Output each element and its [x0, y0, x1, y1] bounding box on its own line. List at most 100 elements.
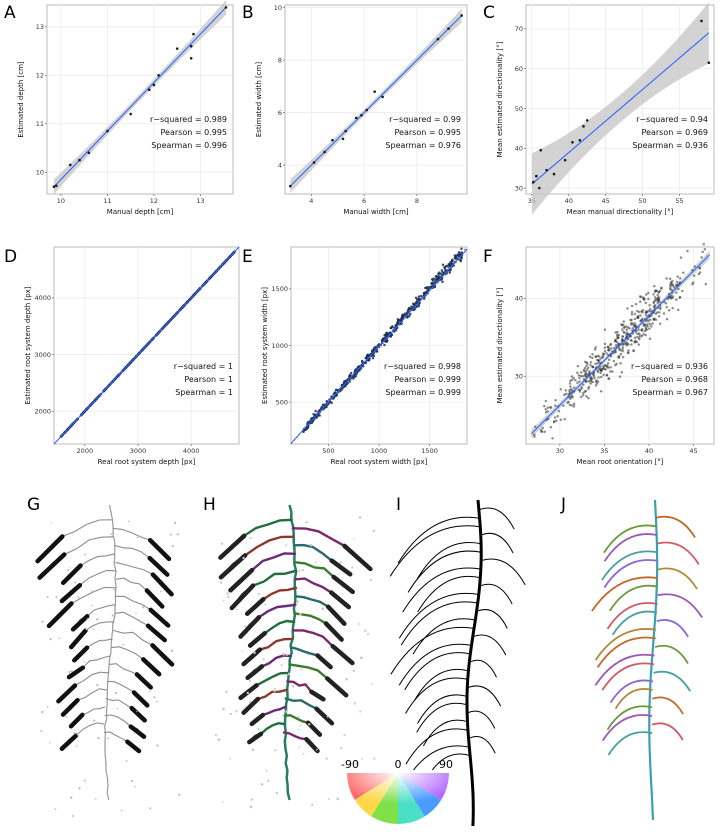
- data-point: [416, 298, 419, 301]
- data-point: [633, 317, 637, 321]
- noise-speck: [222, 599, 225, 602]
- data-point: [634, 339, 637, 343]
- root-branch: [72, 604, 116, 630]
- segment-branch: [654, 644, 689, 664]
- root-tip: [131, 690, 150, 708]
- data-point: [607, 347, 611, 350]
- segment-branch: [596, 636, 656, 668]
- data-point: [359, 367, 363, 370]
- data-point: [425, 286, 428, 290]
- skeleton-branch: [416, 542, 482, 579]
- data-point: [330, 401, 333, 405]
- y-tick-label: 12: [36, 72, 44, 80]
- data-point: [585, 368, 589, 371]
- data-point: [594, 346, 597, 349]
- data-point: [649, 307, 652, 311]
- data-point: [420, 294, 423, 298]
- data-point: [586, 366, 590, 370]
- data-point: [441, 280, 444, 283]
- data-point: [559, 387, 563, 391]
- noise-speck: [246, 691, 250, 695]
- data-point: [599, 365, 602, 368]
- data-point: [390, 325, 394, 329]
- data-point: [646, 323, 649, 326]
- data-point: [552, 172, 556, 176]
- data-point: [698, 267, 702, 270]
- root-tip: [245, 664, 265, 681]
- data-point: [563, 417, 566, 421]
- root-directionality-image: [214, 504, 378, 809]
- noise-speck: [298, 728, 300, 731]
- noise-speck: [225, 690, 228, 693]
- noise-speck: [250, 798, 253, 801]
- data-point: [546, 406, 550, 409]
- noise-speck: [136, 711, 138, 713]
- segment-branch: [601, 550, 658, 581]
- data-point: [583, 366, 587, 370]
- data-point: [638, 310, 641, 314]
- noise-speck: [321, 607, 325, 611]
- stat-label: Spearman = 0.999: [385, 388, 461, 397]
- data-point: [572, 386, 576, 389]
- data-point: [361, 360, 364, 364]
- data-point: [645, 293, 648, 296]
- data-point: [621, 328, 624, 331]
- data-point: [642, 332, 645, 336]
- data-point: [562, 404, 565, 407]
- data-point: [640, 334, 644, 338]
- data-point: [675, 298, 678, 301]
- colour-wheel-label-min: -90: [341, 758, 359, 771]
- data-point: [626, 338, 629, 341]
- noise-speck: [260, 783, 264, 786]
- data-point: [288, 184, 292, 188]
- noise-speck: [311, 803, 314, 807]
- root-tip: [72, 645, 90, 663]
- x-axis-title: Manual width [cm]: [343, 208, 409, 216]
- data-point: [669, 296, 672, 299]
- x-axis-title: Real root system width [px]: [331, 458, 428, 466]
- data-point: [692, 274, 696, 278]
- data-point: [601, 364, 605, 368]
- noise-speck: [68, 670, 71, 674]
- chart-panel-f: F 30 35 40 45 30 40 Mean root orientation [°] Me…: [483, 242, 715, 466]
- segment-branch: [652, 696, 684, 715]
- segment-branch: [657, 593, 703, 618]
- y-axis-title: Mean estimated directionality [°]: [496, 41, 504, 157]
- noise-speck: [155, 700, 158, 703]
- data-point: [152, 83, 156, 87]
- data-point: [596, 380, 600, 383]
- data-point: [588, 370, 591, 373]
- noise-speck: [358, 623, 361, 625]
- data-point: [654, 318, 658, 321]
- data-point: [576, 371, 579, 374]
- data-point: [644, 301, 647, 305]
- data-point: [581, 383, 585, 386]
- skeleton-branch: [476, 609, 508, 629]
- data-point: [373, 90, 376, 93]
- noise-speck: [229, 712, 232, 716]
- data-point: [609, 343, 612, 347]
- data-point: [634, 329, 638, 332]
- data-point: [440, 278, 443, 281]
- root-tip: [342, 543, 373, 572]
- skeleton-branch: [390, 626, 475, 675]
- noise-speck: [300, 668, 303, 671]
- noise-speck: [111, 632, 114, 635]
- data-point: [52, 185, 56, 189]
- noise-speck: [276, 589, 278, 591]
- root-tip: [60, 697, 80, 717]
- data-point: [621, 335, 625, 338]
- data-point: [671, 306, 674, 310]
- segment-branch: [591, 576, 659, 612]
- data-point: [630, 313, 634, 316]
- data-point: [591, 365, 594, 369]
- data-point: [608, 349, 611, 352]
- data-point: [554, 398, 557, 402]
- noise-speck: [96, 618, 99, 621]
- data-point: [555, 419, 558, 422]
- data-point: [639, 300, 642, 304]
- skeleton-branch: [407, 550, 482, 593]
- root-grayscale-image: [35, 504, 181, 817]
- root-tip: [329, 558, 353, 577]
- stat-label: Spearman = 1: [175, 388, 233, 397]
